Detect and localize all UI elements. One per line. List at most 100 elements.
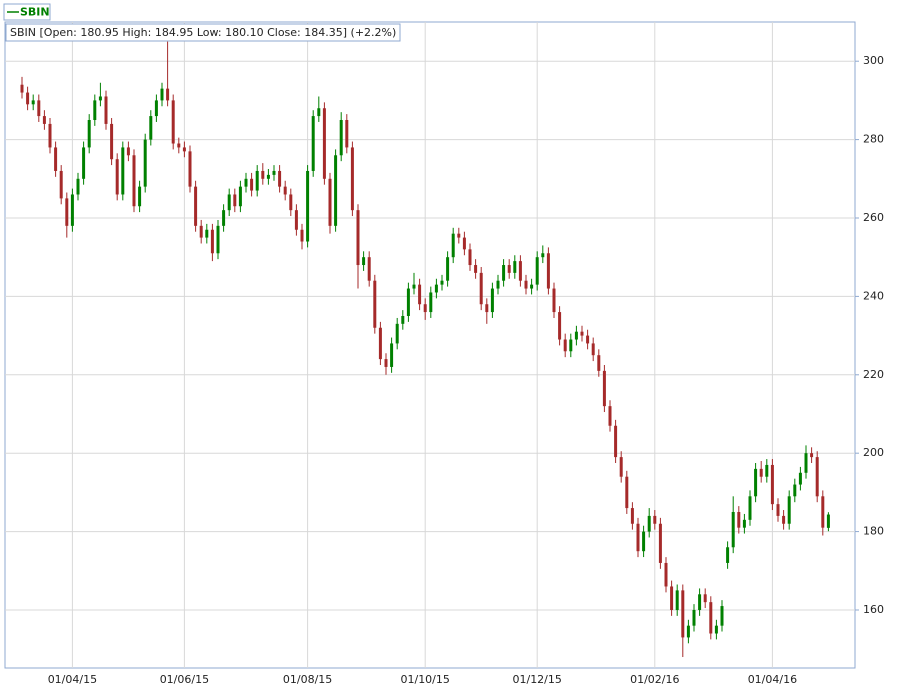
candle-body [233,194,237,207]
candle-body [138,186,142,207]
candle-body [535,257,539,285]
candle-body [457,233,461,238]
candle-body [541,253,545,258]
candle-body [328,178,332,226]
candles [20,41,830,658]
candle-body [418,284,422,305]
candle-body [390,343,394,367]
candle-body [65,198,69,226]
candle-body [664,562,668,587]
candle-body [670,586,674,610]
candle-body [798,472,802,485]
legend-label: SBIN [20,6,50,19]
candle-body [378,327,382,360]
candle-body [70,194,74,226]
info-label: SBIN [Open: 180.95 High: 184.95 Low: 180… [10,26,396,39]
candle-body [306,170,310,242]
candle-body [283,186,287,195]
candle-body [255,170,259,191]
candle-body [625,476,629,509]
candle-body [300,229,304,242]
candle-body [311,116,315,171]
x-tick-label: 01/02/16 [630,673,679,686]
candle-body [574,331,578,340]
candle-body [714,625,718,634]
candle-body [54,147,58,171]
candle-body [345,119,349,148]
candle-body [205,229,209,238]
candle-body [154,100,158,117]
candle-body [591,343,595,356]
candle-body [423,304,427,313]
candle-body [597,355,601,371]
candle-body [782,515,786,524]
candle-body [132,155,136,207]
x-tick-label: 01/04/15 [48,673,97,686]
candle-body [502,265,506,281]
y-tick-label: 240 [863,289,884,302]
candle-body [289,194,293,211]
candle-body [188,151,192,187]
candle-body [524,280,528,289]
candle-body [580,331,584,336]
candle-body [513,261,517,273]
candle-body [451,233,455,258]
candle-body [401,315,405,324]
candle-body [558,312,562,340]
candle-body [42,116,46,124]
candle-body [93,100,97,120]
candle-body [278,170,282,187]
candle-body [692,609,696,626]
candle-body [440,280,444,285]
candle-body [726,547,730,563]
candle-body [350,147,354,211]
candle-body [26,92,30,105]
candle-body [98,96,102,101]
y-tick-label: 220 [863,368,884,381]
candle-body [815,457,819,497]
candle-body [479,272,483,305]
candle-body [48,123,52,148]
candle-body [546,253,550,289]
candle-body [199,225,203,238]
candle-body [630,508,634,524]
candle-body [104,96,108,124]
candle-body [608,406,612,426]
candle-body [563,339,567,352]
candle-body [334,155,338,226]
candle-body [266,174,270,179]
candle-body [569,339,573,352]
candle-body [686,625,690,638]
candle-body [804,453,808,473]
candle-body [642,531,646,552]
candle-body [681,590,685,638]
candle-body [115,159,119,195]
candle-body [586,335,590,344]
candle-body [227,194,231,211]
candle-body [82,147,86,179]
y-tick-label: 260 [863,211,884,224]
candle-body [485,304,489,313]
candle-body [787,496,791,524]
candle-body [238,186,242,207]
candle-body [462,237,466,250]
candle-body [59,170,63,199]
candle-body [317,108,321,117]
candle-body [412,284,416,289]
y-tick-label: 300 [863,54,884,67]
x-tick-label: 01/10/15 [400,673,449,686]
candle-body [384,359,388,367]
candle-body [496,280,500,289]
candle-body [636,523,640,552]
candle-body [166,88,170,101]
candle-body [776,504,780,516]
candle-body [770,464,774,505]
candle-body [748,496,752,520]
candle-body [362,257,366,266]
legend [3,3,51,21]
candle-body [793,484,797,497]
info-box [5,23,401,42]
candle-body [429,292,433,313]
plot-area [4,21,856,669]
